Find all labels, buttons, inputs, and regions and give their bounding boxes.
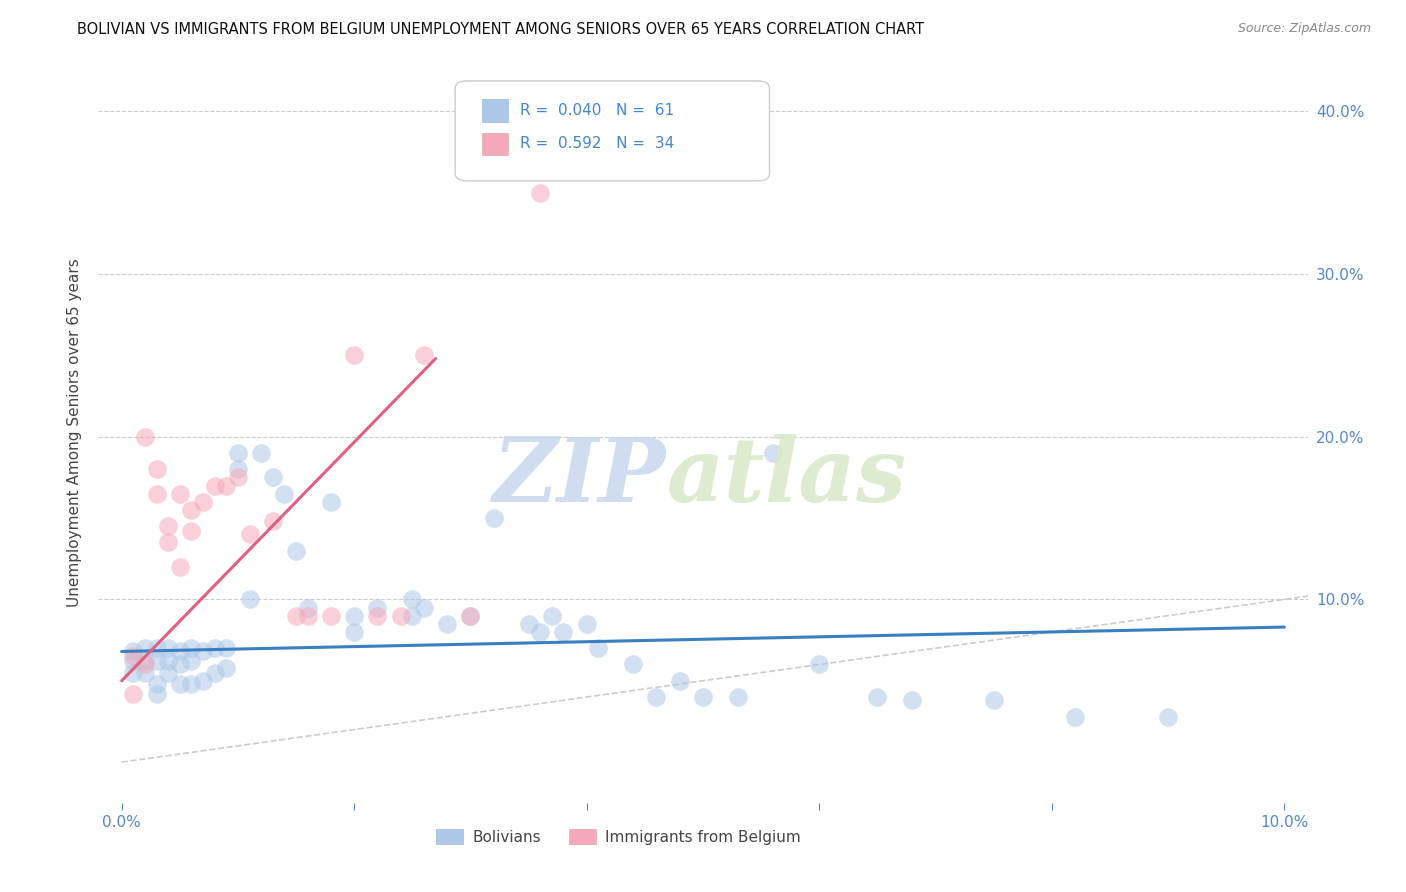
Point <box>762 446 785 460</box>
Point <box>157 519 180 533</box>
Point <box>180 654 202 668</box>
Point <box>621 657 644 672</box>
Point <box>553 624 575 639</box>
Point <box>204 665 226 680</box>
Point <box>297 608 319 623</box>
Y-axis label: Unemployment Among Seniors over 65 years: Unemployment Among Seniors over 65 years <box>67 259 83 607</box>
Point <box>460 608 482 623</box>
Text: ZIP: ZIP <box>494 434 666 520</box>
Legend: Bolivians, Immigrants from Belgium: Bolivians, Immigrants from Belgium <box>430 822 807 851</box>
Point <box>145 641 167 656</box>
Point <box>297 600 319 615</box>
Point <box>540 608 562 623</box>
Text: R =  0.040   N =  61: R = 0.040 N = 61 <box>520 103 675 118</box>
Point <box>808 657 831 672</box>
Point <box>169 657 191 672</box>
Point <box>180 641 202 656</box>
Point <box>319 608 342 623</box>
Point <box>169 644 191 658</box>
Point <box>285 543 308 558</box>
Point <box>668 673 690 688</box>
Point <box>262 514 284 528</box>
Point <box>250 446 273 460</box>
Point <box>319 495 342 509</box>
Point <box>1064 709 1087 723</box>
Point <box>169 559 191 574</box>
Point <box>239 527 262 541</box>
Point <box>226 470 249 484</box>
Point <box>122 687 145 701</box>
Point <box>191 644 214 658</box>
Point <box>169 486 191 500</box>
Point <box>226 462 249 476</box>
Point <box>204 641 226 656</box>
Point <box>134 657 156 672</box>
Point <box>145 687 167 701</box>
Point <box>866 690 889 704</box>
Text: atlas: atlas <box>666 434 907 520</box>
Point <box>901 693 924 707</box>
Point <box>285 608 308 623</box>
Point <box>191 673 214 688</box>
Bar <box>482 99 509 121</box>
Point <box>343 348 366 362</box>
Point <box>215 661 238 675</box>
Point <box>134 641 156 656</box>
Point <box>529 186 551 200</box>
Point <box>436 616 458 631</box>
Point <box>460 608 482 623</box>
Point <box>239 592 262 607</box>
Point <box>169 677 191 691</box>
Text: Source: ZipAtlas.com: Source: ZipAtlas.com <box>1237 22 1371 36</box>
Point <box>343 608 366 623</box>
Point <box>122 654 145 668</box>
Point <box>366 600 388 615</box>
Point <box>122 644 145 658</box>
Point <box>401 592 423 607</box>
Point <box>366 608 388 623</box>
Point <box>145 654 167 668</box>
Point <box>145 677 167 691</box>
Point <box>122 649 145 664</box>
Point <box>529 624 551 639</box>
Text: BOLIVIAN VS IMMIGRANTS FROM BELGIUM UNEMPLOYMENT AMONG SENIORS OVER 65 YEARS COR: BOLIVIAN VS IMMIGRANTS FROM BELGIUM UNEM… <box>77 22 925 37</box>
Point <box>134 654 156 668</box>
Point <box>215 641 238 656</box>
Point <box>343 624 366 639</box>
Text: R =  0.592   N =  34: R = 0.592 N = 34 <box>520 136 675 152</box>
Point <box>157 535 180 549</box>
Point <box>1157 709 1180 723</box>
Point <box>180 524 202 538</box>
Bar <box>482 133 509 155</box>
Point <box>692 690 714 704</box>
Point <box>122 665 145 680</box>
Point <box>226 446 249 460</box>
Point <box>145 486 167 500</box>
Point <box>215 478 238 492</box>
Point <box>180 503 202 517</box>
Point <box>575 616 598 631</box>
Point <box>204 478 226 492</box>
Point <box>191 495 214 509</box>
Point <box>180 677 202 691</box>
Point <box>157 654 180 668</box>
Point <box>588 641 610 656</box>
Point <box>482 511 505 525</box>
Point <box>134 430 156 444</box>
FancyBboxPatch shape <box>456 81 769 181</box>
Point <box>134 665 156 680</box>
Point <box>983 693 1005 707</box>
Point <box>413 600 436 615</box>
Point <box>645 690 668 704</box>
Point <box>413 348 436 362</box>
Point <box>262 470 284 484</box>
Point <box>517 616 540 631</box>
Point <box>401 608 423 623</box>
Point <box>157 665 180 680</box>
Point <box>727 690 749 704</box>
Point <box>389 608 412 623</box>
Point <box>145 462 167 476</box>
Point <box>273 486 295 500</box>
Point <box>157 641 180 656</box>
